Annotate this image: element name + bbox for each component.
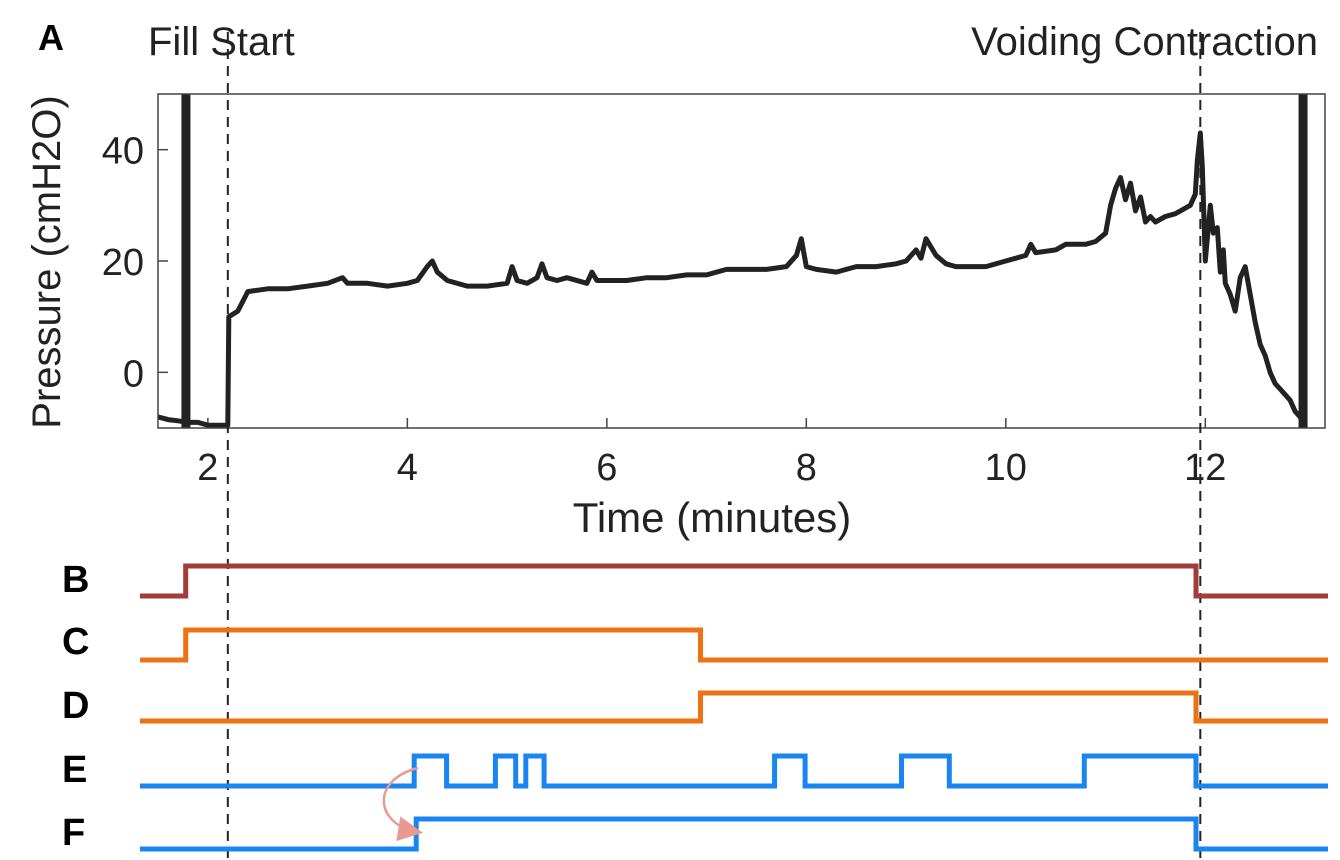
x-tick-label: 10 [985, 447, 1027, 489]
panel-label-f: F [62, 812, 85, 854]
y-tick-label: 0 [123, 353, 144, 395]
timeline-d [140, 690, 1328, 724]
x-tick-label: 6 [596, 447, 617, 489]
transition-arrow [382, 766, 423, 842]
x-ticks: 2 4 6 8 10 12 [197, 418, 1226, 489]
timeline-c [140, 627, 1328, 663]
x-tick-label: 8 [796, 447, 817, 489]
panel-label-e: E [62, 749, 87, 791]
y-ticks: 0 20 40 [102, 131, 168, 395]
annotation-voiding-contraction: Voiding Contraction [971, 20, 1318, 64]
y-axis-label: Pressure (cmH2O) [25, 95, 69, 428]
panel-label-b: B [62, 559, 89, 601]
y-tick-label: 40 [102, 131, 144, 173]
annotation-fill-start: Fill Start [148, 20, 295, 64]
pressure-trace [158, 130, 1308, 428]
x-axis-label: Time (minutes) [573, 494, 851, 541]
y-tick-label: 20 [102, 242, 144, 284]
plot-frame [157, 93, 1326, 429]
timeline-f [140, 816, 1328, 852]
x-tick-label: 12 [1184, 447, 1226, 489]
x-tick-label: 2 [197, 447, 218, 489]
panel-label-a: A [38, 17, 64, 58]
timeline-b [140, 563, 1328, 599]
x-tick-label: 4 [397, 447, 418, 489]
panel-label-d: D [62, 685, 89, 727]
timeline-e [140, 753, 1328, 789]
panel-label-c: C [62, 621, 89, 663]
